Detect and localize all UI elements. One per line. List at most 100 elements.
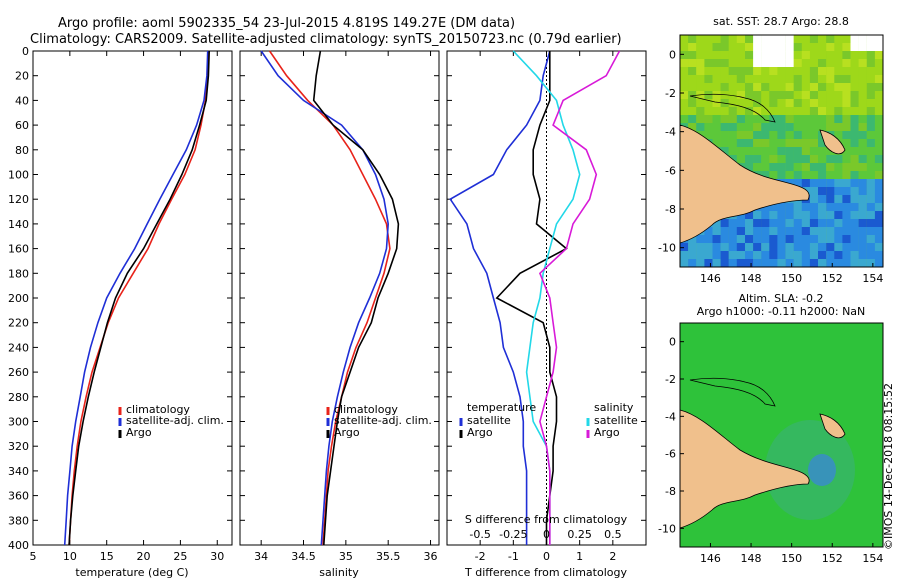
- sla-map-lon-tick-label: 148: [741, 552, 762, 565]
- sst-cell: [696, 123, 705, 132]
- sst-cell: [785, 123, 794, 132]
- sst-cell: [688, 251, 697, 260]
- sst-cell: [720, 123, 729, 132]
- sst-cell: [769, 163, 778, 172]
- sst-cell: [769, 259, 778, 268]
- sst-cell: [785, 147, 794, 156]
- sst-cell: [696, 83, 705, 92]
- sst-cell: [728, 51, 737, 60]
- sst-cell: [866, 51, 876, 60]
- sst-cell: [793, 107, 802, 116]
- sst-cell: [866, 59, 876, 68]
- sst-cell: [858, 227, 867, 236]
- sst-cell: [826, 219, 835, 228]
- sst-cell: [720, 243, 729, 252]
- sst-cell: [842, 75, 851, 84]
- sla-map-low-anomaly: [808, 454, 836, 486]
- sst-cell: [720, 51, 729, 60]
- sst-map: sat. SST: 28.7 Argo: 28.8 146 148 150 152 15…: [658, 15, 884, 285]
- sst-cell: [712, 219, 721, 228]
- sst-cell: [842, 139, 851, 148]
- sst-cell: [777, 251, 786, 260]
- sst-cell: [793, 211, 802, 220]
- t-difference-xlabel: T difference from climatology: [464, 566, 627, 579]
- sst-cell: [712, 139, 721, 148]
- sst-cell: [850, 123, 859, 132]
- sst-cell: [874, 43, 884, 52]
- sst-cell: [858, 251, 867, 260]
- sst-cell: [793, 155, 802, 164]
- sst-cell: [858, 35, 867, 44]
- sst-cell: [712, 43, 721, 52]
- sst-cell: [809, 147, 819, 156]
- sst-cell: [704, 67, 713, 76]
- salinity-panel: 34 34.5 35 35.5 36 salinity climatology sate…: [239, 50, 440, 579]
- sst-cell: [785, 155, 794, 164]
- sal-legend-satellite-label: satellite-adj. clim.: [334, 414, 432, 427]
- sst-cell: [842, 123, 851, 132]
- sst-cell: [777, 35, 786, 44]
- sst-cell: [801, 243, 811, 252]
- sst-cell: [866, 75, 876, 84]
- sst-cell: [761, 131, 770, 140]
- temp-xtick-label: 10: [63, 550, 77, 563]
- sst-cell: [769, 171, 778, 180]
- sst-cell: [785, 227, 794, 236]
- sst-cell: [745, 243, 754, 252]
- sst-cell: [842, 259, 851, 268]
- sla-map-lon-tick-label: 150: [781, 552, 802, 565]
- s-difference-ticks: -0.5 -0.25 0 0.25 0.5: [469, 528, 621, 541]
- sst-cell: [777, 51, 786, 60]
- sst-cell: [874, 123, 884, 132]
- sst-cell: [818, 35, 827, 44]
- sst-cell: [761, 251, 770, 260]
- sst-cell: [866, 83, 876, 92]
- sst-cell: [777, 67, 786, 76]
- sst-cell: [761, 91, 770, 100]
- legend-t-satellite-label: satellite: [467, 414, 511, 427]
- sst-cell: [728, 227, 737, 236]
- sst-map-lon-tick-label: 146: [700, 272, 721, 285]
- sst-cell: [696, 59, 705, 68]
- sst-cell: [801, 35, 811, 44]
- sst-cell: [720, 115, 729, 124]
- sst-cell: [874, 195, 884, 204]
- sst-cell: [809, 195, 819, 204]
- sst-cell: [793, 131, 802, 140]
- sst-cell: [712, 107, 721, 116]
- sst-cell: [826, 259, 835, 268]
- sst-cell: [826, 243, 835, 252]
- sst-cell: [777, 155, 786, 164]
- sla-map-lat-tick-label: 0: [669, 336, 676, 349]
- sst-cell: [720, 107, 729, 116]
- sst-cell: [834, 67, 843, 76]
- sst-cell: [736, 43, 746, 52]
- temp-series-climatology: [68, 50, 210, 546]
- sst-map-axes: 146 148 150 152 154 0 -2 -4 -6 -8 -10: [658, 48, 883, 285]
- sst-cell: [704, 51, 713, 60]
- sst-cell: [728, 131, 737, 140]
- depth-tick-label: 280: [8, 391, 29, 404]
- legend-s-satellite-label: satellite: [594, 414, 638, 427]
- sst-cell: [736, 59, 746, 68]
- sst-cell: [874, 59, 884, 68]
- sst-cell: [809, 171, 819, 180]
- sst-cell: [801, 75, 811, 84]
- sst-cell: [850, 243, 859, 252]
- sst-cell: [680, 115, 689, 124]
- sst-cell: [809, 179, 819, 188]
- sst-cell: [712, 59, 721, 68]
- sst-cell: [826, 83, 835, 92]
- sst-cell: [818, 59, 827, 68]
- sst-cell: [826, 107, 835, 116]
- sst-cell: [866, 163, 876, 172]
- sst-cell: [858, 107, 867, 116]
- s-diff-tick-label: 0.25: [567, 528, 592, 541]
- depth-tick-label: 200: [8, 292, 29, 305]
- sst-cell: [834, 107, 843, 116]
- sst-cell: [874, 107, 884, 116]
- sst-cell: [728, 235, 737, 244]
- sst-cell: [704, 131, 713, 140]
- sst-cell: [858, 59, 867, 68]
